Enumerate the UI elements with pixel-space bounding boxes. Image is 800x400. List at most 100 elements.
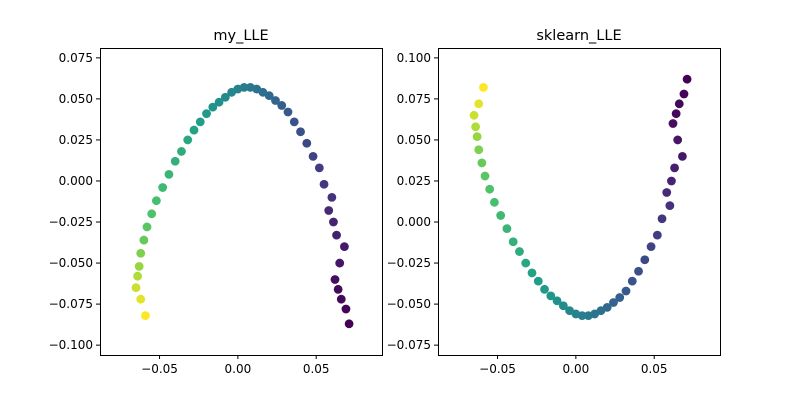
data-point (283, 107, 293, 117)
y-tick-label: −0.075 (49, 297, 93, 311)
data-point (670, 163, 679, 173)
data-point (302, 138, 312, 148)
data-point (152, 196, 161, 206)
data-point (296, 127, 305, 137)
data-point (202, 109, 211, 119)
data-point (141, 311, 150, 320)
data-point (183, 135, 193, 145)
data-point (678, 151, 687, 161)
data-point (490, 197, 499, 207)
y-tick-label: 0.025 (59, 133, 93, 147)
y-tick-label: −0.100 (49, 338, 93, 352)
y-tick-label: 0.000 (59, 174, 93, 188)
data-point (627, 276, 637, 286)
data-point (158, 183, 168, 192)
data-point (333, 284, 343, 294)
data-point (646, 242, 656, 252)
y-axis-ticks: −0.075 −0.050 −0.025 0.000 0.025 0.050 0.075 0.… (387, 51, 438, 352)
data-point (139, 235, 149, 245)
data-point (246, 83, 255, 92)
data-point (195, 117, 205, 127)
data-point (679, 89, 689, 99)
y-tick-label: 0.050 (397, 133, 431, 147)
x-tick-label: 0.00 (225, 362, 252, 376)
data-point (552, 296, 562, 306)
data-point (558, 301, 568, 311)
scatter-points (131, 83, 354, 329)
data-point (332, 230, 341, 240)
data-point (133, 271, 143, 281)
x-tick-label: 0.05 (641, 362, 668, 376)
data-point (479, 83, 488, 92)
data-point (335, 258, 345, 268)
data-point (615, 293, 625, 302)
axes-frame (100, 48, 383, 356)
data-point (131, 283, 141, 293)
data-point (533, 276, 543, 286)
data-point (682, 74, 692, 84)
y-tick-label: 0.075 (59, 51, 93, 65)
axes-frame (438, 48, 721, 356)
data-point (474, 145, 484, 155)
data-point (208, 102, 218, 112)
x-axis-ticks: −0.05 0.00 0.05 (141, 355, 330, 376)
data-point (330, 275, 340, 284)
data-point (336, 294, 346, 304)
data-point (665, 201, 675, 211)
data-point (289, 117, 299, 127)
data-point (327, 192, 337, 202)
data-point (609, 298, 618, 307)
y-tick-label: 0.100 (397, 51, 431, 65)
data-point (341, 304, 351, 314)
y-tick-label: −0.050 (387, 297, 431, 311)
data-point (565, 306, 574, 316)
data-point (329, 217, 338, 227)
data-point (496, 211, 506, 220)
subplot-title: sklearn_LLE (536, 28, 621, 44)
data-point (147, 209, 157, 219)
data-point (136, 294, 146, 304)
data-point (324, 206, 334, 215)
data-point (177, 147, 186, 156)
data-point (214, 97, 224, 107)
data-point (189, 125, 199, 135)
data-point (474, 99, 484, 109)
data-point (136, 248, 146, 258)
x-tick-label: 0.05 (303, 362, 330, 376)
data-point (344, 319, 354, 329)
data-point (508, 237, 518, 247)
y-axis-ticks: −0.100 −0.075 −0.050 −0.025 0.000 0.025 0.050 0… (49, 51, 100, 352)
data-point (673, 135, 683, 145)
data-point (277, 101, 287, 110)
data-point (521, 258, 531, 268)
data-point (634, 266, 643, 276)
y-tick-label: −0.050 (49, 256, 93, 270)
data-point (652, 230, 662, 240)
data-point (134, 261, 144, 271)
data-point (271, 96, 280, 105)
data-point (170, 156, 180, 166)
data-point (227, 87, 237, 97)
data-point (667, 176, 676, 186)
data-point (471, 122, 480, 132)
data-point (668, 119, 678, 128)
x-tick-label: −0.05 (479, 362, 516, 376)
y-tick-label: −0.075 (387, 338, 431, 352)
data-point (515, 247, 524, 256)
data-point (469, 110, 479, 120)
data-point (674, 99, 684, 109)
x-tick-label: −0.05 (141, 362, 178, 376)
x-tick-label: 0.00 (563, 362, 590, 376)
data-point (480, 171, 490, 181)
data-point (220, 92, 230, 102)
subplot-my-lle: my_LLE −0.05 0.00 0.05 −0.100 −0.075 −0.050 −… (49, 28, 383, 376)
y-tick-label: 0.075 (397, 92, 431, 106)
data-point (502, 224, 512, 233)
data-point (314, 163, 324, 173)
data-point (662, 188, 672, 197)
data-point (584, 311, 593, 320)
data-point (527, 268, 537, 278)
subplot-title: my_LLE (213, 28, 268, 44)
subplot-sklearn-lle: sklearn_LLE −0.05 0.00 0.05 −0.075−0.050−0… (387, 28, 721, 376)
